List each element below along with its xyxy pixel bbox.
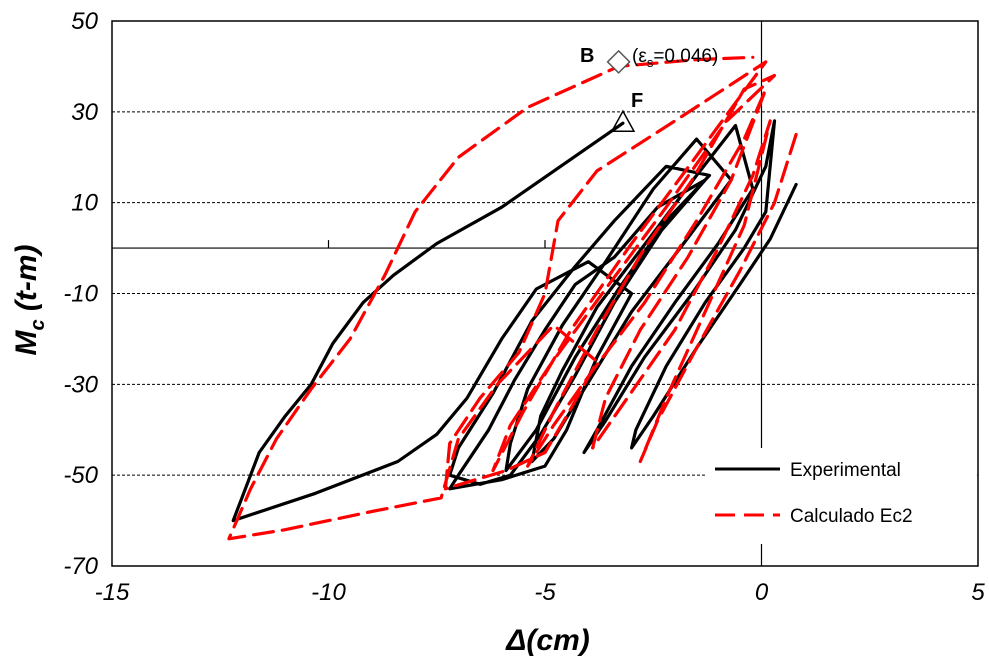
x-tick-label: -5 [534, 579, 556, 606]
x-tick-label: -10 [311, 579, 346, 606]
y-axis-label: Mc (t-m) [10, 244, 49, 355]
series-line-calculated [227, 55, 798, 541]
legend-label-experimental: Experimental [790, 460, 901, 481]
y-tick-label: 50 [71, 8, 98, 35]
legend-label-calculated: Calculado Ec2 [790, 506, 913, 527]
y-tick-label: -70 [63, 553, 98, 580]
x-tick-label: -15 [95, 579, 130, 606]
y-tick-label: -30 [63, 371, 98, 398]
x-axis-label: Δ(cm) [505, 624, 589, 657]
legend: Experimental Calculado Ec2 [705, 448, 977, 544]
marker-f-triangle [610, 109, 636, 132]
series-lines [227, 55, 798, 541]
point-b-letter: B [580, 45, 594, 67]
y-tick-label: -50 [63, 462, 98, 489]
x-tick-label: 5 [971, 579, 985, 606]
series-line-experimental [231, 119, 798, 523]
x-tick-label: 0 [755, 579, 769, 606]
point-f-letter: F [631, 90, 643, 112]
point-b-label: (εs=0.046) [632, 46, 718, 70]
y-tick-label: 30 [71, 99, 98, 126]
y-tick-label: -10 [63, 281, 98, 308]
point-markers [606, 49, 636, 132]
legend-mask [705, 448, 977, 544]
plot-frame [111, 20, 979, 567]
y-tick-label: 10 [71, 190, 98, 217]
marker-b-diamond [606, 49, 631, 74]
